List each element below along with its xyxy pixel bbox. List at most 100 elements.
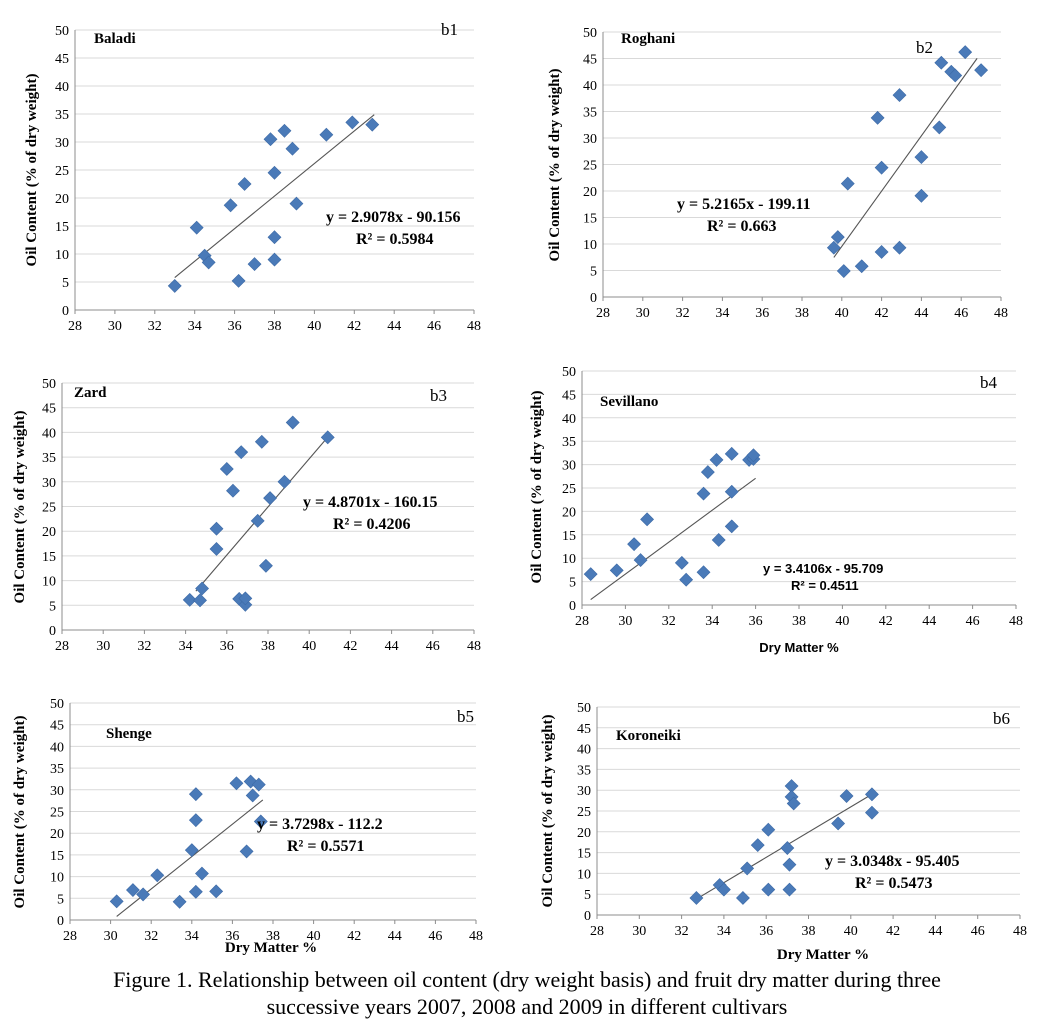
data-point [238, 591, 253, 606]
panel-label: b6 [993, 709, 1010, 728]
y-tick-label: 25 [42, 501, 56, 516]
plot-area: 0 5 10 15 20 25 30 35 40 45 50 28 30 32 34 36 38 40 42 44 46… [42, 377, 481, 654]
y-tick-label: 20 [583, 185, 597, 200]
x-tick-label: 42 [347, 319, 361, 334]
data-point [627, 537, 642, 552]
data-point [640, 512, 655, 527]
data-point [182, 592, 197, 607]
data-point [700, 465, 715, 480]
y-tick-label: 10 [55, 248, 69, 263]
y-tick-label: 25 [583, 159, 597, 174]
x-tick-label: 36 [755, 306, 769, 321]
x-tick-label: 42 [879, 614, 893, 629]
y-tick-label: 45 [50, 719, 64, 734]
data-points [182, 415, 335, 612]
x-tick-label: 30 [636, 306, 650, 321]
data-point [831, 816, 846, 831]
x-tick-label: 44 [922, 614, 936, 629]
y-tick-label: 50 [583, 26, 597, 41]
chart-panel-b6: 0 5 10 15 20 25 30 35 40 45 50 28 30 32 34 36 38 40 42 44 46… [523, 690, 1043, 965]
y-tick-label: 30 [50, 784, 64, 799]
data-point [609, 563, 624, 578]
x-tick-label: 40 [835, 306, 849, 321]
data-point [839, 789, 854, 803]
data-point [195, 581, 210, 596]
y-tick-label: 30 [42, 476, 56, 491]
data-point [716, 882, 731, 897]
chart-title: Roghani [621, 31, 675, 47]
data-point [277, 474, 292, 489]
data-point [254, 434, 269, 449]
x-tick-label: 38 [802, 924, 816, 939]
x-tick-label: 36 [759, 924, 773, 939]
data-point [780, 841, 795, 855]
data-point [696, 565, 711, 580]
x-tick-label: 34 [705, 614, 719, 629]
x-tick-label: 46 [954, 306, 968, 321]
y-tick-label: 30 [583, 132, 597, 147]
y-tick-label: 10 [50, 871, 64, 886]
y-axis-label: Oil Content (% of dry weight) [547, 69, 563, 262]
data-point [934, 55, 949, 70]
panel-label: b4 [980, 373, 998, 392]
y-tick-label: 0 [49, 624, 56, 639]
chart-panel-b5: 0 5 10 15 20 25 30 35 40 45 50 28 30 32 34 36 38 40 42 44 46… [0, 690, 520, 965]
data-point [267, 230, 282, 245]
panel-label: b1 [441, 20, 458, 39]
data-point [826, 240, 841, 255]
y-tick-label: 15 [50, 849, 64, 864]
data-point [724, 446, 739, 461]
gridlines [597, 706, 1020, 895]
y-tick-label: 35 [583, 106, 597, 121]
chart-title: Zard [74, 385, 107, 401]
trendline [195, 434, 331, 592]
y-axis-label: Oil Content (% of dry weight) [24, 74, 40, 267]
chart-panel-b4: 0 5 10 15 20 25 30 35 40 45 50 28 30 32 34 36 38 40 42 44 46… [523, 360, 1043, 665]
y-tick-label: 50 [42, 377, 56, 392]
x-tick-label: 44 [387, 319, 401, 334]
trendline [174, 114, 375, 278]
x-tick-label: 48 [1009, 614, 1023, 629]
y-axis-label: Oil Content (% of dry weight) [540, 715, 556, 908]
data-point [184, 843, 199, 858]
data-point [948, 68, 963, 83]
panel-label: b3 [430, 386, 447, 405]
y-tick-label: 30 [562, 459, 576, 474]
y-tick-label: 20 [55, 192, 69, 207]
data-point [237, 177, 252, 191]
x-tick-label: 40 [307, 929, 321, 944]
x-tick-label: 28 [575, 614, 589, 629]
x-tick-label: 34 [715, 306, 729, 321]
data-point [259, 558, 273, 573]
gridlines [62, 382, 474, 606]
y-tick-label: 30 [577, 784, 591, 799]
r-squared: R² = 0.663 [707, 218, 776, 235]
y-tick-label: 40 [562, 412, 576, 427]
x-axis-label: Dry Matter % [225, 940, 317, 956]
data-point [782, 882, 797, 897]
y-tick-label: 0 [569, 599, 576, 614]
data-point [209, 884, 224, 899]
x-tick-label: 48 [467, 639, 481, 654]
x-tick-label: 34 [185, 929, 199, 944]
data-point [892, 240, 907, 255]
x-tick-label: 42 [347, 929, 361, 944]
data-point [724, 519, 739, 534]
chart-panel-b1: 0 5 10 15 20 25 30 35 40 45 50 28 30 32 34 36 38 40 42 44 46… [0, 15, 520, 334]
data-point [172, 894, 187, 909]
x-tick-label: 38 [795, 306, 809, 321]
data-point [679, 572, 694, 587]
x-tick-label: 44 [914, 306, 928, 321]
y-tick-label: 50 [562, 365, 576, 380]
y-tick-label: 5 [590, 265, 597, 280]
y-tick-label: 0 [590, 291, 597, 306]
data-point [746, 448, 761, 463]
x-tick-label: 28 [63, 929, 77, 944]
data-point [126, 883, 140, 897]
data-point [189, 220, 204, 235]
y-tick-label: 5 [49, 599, 56, 614]
data-point [892, 88, 907, 102]
x-tick-label: 28 [55, 639, 69, 654]
data-points [826, 45, 989, 278]
data-point [874, 160, 889, 175]
